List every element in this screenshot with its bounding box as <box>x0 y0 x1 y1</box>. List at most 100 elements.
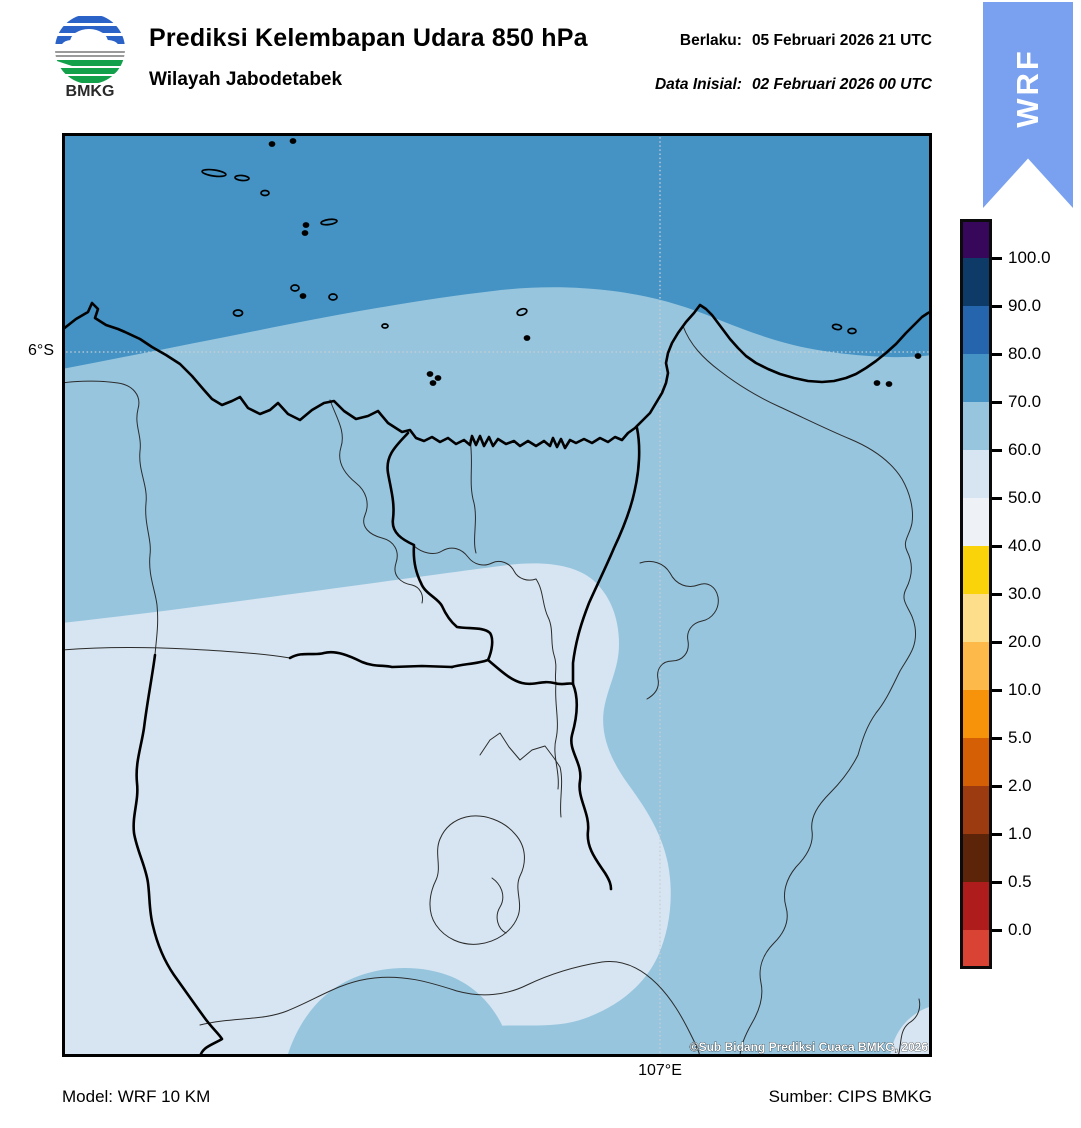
colorbar-segment <box>963 642 989 690</box>
colorbar-segment <box>963 402 989 450</box>
island <box>290 284 300 292</box>
initial-data-label: Data Inisial: <box>654 76 742 93</box>
colorbar-tick-label: 90.0 <box>1008 296 1042 315</box>
district-boundaries <box>61 325 921 1058</box>
bmkg-logo <box>54 13 126 85</box>
colorbar-segment <box>963 258 989 306</box>
colorbar-segment <box>963 354 989 402</box>
colorbar-tick-label: 80.0 <box>1008 344 1042 363</box>
colorbar-segment <box>963 450 989 498</box>
colorbar-tick <box>992 640 1002 644</box>
source-info: Sumber: CIPS BMKG <box>768 1087 932 1106</box>
colorbar-tick-label: 60.0 <box>1008 440 1042 459</box>
colorbar-tick <box>992 304 1002 308</box>
island <box>914 353 922 359</box>
colorbar-segment <box>963 546 989 594</box>
island <box>301 230 309 236</box>
valid-time-value: 05 Februari 2026 21 UTC <box>751 32 932 49</box>
colorbar-tick-label: 100.0 <box>1008 248 1051 267</box>
initial-data-value: 02 Februari 2026 00 UTC <box>751 76 932 93</box>
colorbar-tick-label: 20.0 <box>1008 632 1042 651</box>
island <box>289 138 297 144</box>
colorbar-tick <box>992 544 1002 548</box>
colorbar-tick-label: 0.0 <box>1008 920 1032 939</box>
colorbar-tick <box>992 736 1002 740</box>
island <box>434 375 442 381</box>
island <box>268 141 276 147</box>
island <box>885 381 893 387</box>
colorbar-segment <box>963 786 989 834</box>
island <box>426 371 434 377</box>
wrf-model-ribbon: WRF <box>983 2 1073 208</box>
island <box>873 380 881 386</box>
colorbar-tick <box>992 496 1002 500</box>
colorbar-tick <box>992 352 1002 356</box>
page-title: Prediksi Kelembapan Udara 850 hPa <box>149 24 588 52</box>
island <box>328 293 338 301</box>
valid-time-line: Berlaku: 05 Februari 2026 21 UTC <box>680 32 932 50</box>
longitude-tick-label: 107°E <box>638 1062 682 1079</box>
colorbar-tick <box>992 256 1002 260</box>
colorbar-tick <box>992 592 1002 596</box>
coastline-and-province-boundaries <box>60 301 934 1059</box>
colorbar-tick-label: 5.0 <box>1008 728 1032 747</box>
colorbar-segment <box>963 222 989 258</box>
island <box>429 380 437 386</box>
model-info: Model: WRF 10 KM <box>62 1087 211 1106</box>
colorbar-segment <box>963 738 989 786</box>
colorbar-segment <box>963 306 989 354</box>
island <box>299 293 307 299</box>
island <box>234 174 250 182</box>
colorbar-tick <box>992 784 1002 788</box>
colorbar-segment <box>963 498 989 546</box>
bmkg-logo-label: BMKG <box>65 83 115 100</box>
colorbar-tick <box>992 880 1002 884</box>
colorbar-tick-label: 10.0 <box>1008 680 1042 699</box>
colorbar-tick <box>992 448 1002 452</box>
island <box>381 323 389 329</box>
colorbar-tick <box>992 400 1002 404</box>
island <box>516 307 528 317</box>
colorbar-tick-label: 70.0 <box>1008 392 1042 411</box>
banten-west-java-border <box>132 653 224 1059</box>
tangerang-south-border <box>288 650 454 669</box>
colorbar-tick-label: 0.5 <box>1008 872 1032 891</box>
island <box>232 309 244 317</box>
colorbar-segment <box>963 882 989 930</box>
initial-data-line: Data Inisial: 02 Februari 2026 00 UTC <box>655 76 932 94</box>
jakarta-west-border <box>386 431 494 669</box>
map-frame <box>62 133 932 1057</box>
seribu-islands <box>201 138 922 387</box>
colorbar-tick-label: 2.0 <box>1008 776 1032 795</box>
map-copyright: ©Sub Bidang Prediksi Cuaca BMKG, 2026 <box>690 1040 929 1054</box>
valid-time-label: Berlaku: <box>679 32 742 49</box>
latitude-tick-label: 6°S <box>28 342 54 359</box>
colorbar-segment <box>963 834 989 882</box>
island <box>847 327 857 335</box>
colorbar-tick <box>992 832 1002 836</box>
colorbar-tick-label: 30.0 <box>1008 584 1042 603</box>
humidity-colorbar <box>960 219 992 969</box>
island <box>260 189 270 197</box>
map-panel: ©Sub Bidang Prediksi Cuaca BMKG, 2026 <box>60 133 934 1059</box>
humidity-fill-70-80 <box>62 133 932 369</box>
island <box>523 335 531 341</box>
colorbar-tick-label: 1.0 <box>1008 824 1032 843</box>
colorbar-tick-label: 50.0 <box>1008 488 1042 507</box>
colorbar-tick <box>992 688 1002 692</box>
wrf-ribbon-label: WRF <box>1010 48 1045 128</box>
page-subtitle: Wilayah Jabodetabek <box>149 69 343 90</box>
jakarta-east-border <box>571 426 641 686</box>
colorbar-segment <box>963 690 989 738</box>
colorbar-tick-label: 40.0 <box>1008 536 1042 555</box>
humidity-fill-50-60 <box>62 563 671 1057</box>
bekasi-bogor-border <box>570 682 613 891</box>
humidity-map: ©Sub Bidang Prediksi Cuaca BMKG, 2026 <box>60 133 934 1059</box>
colorbar-segment <box>963 930 989 966</box>
island <box>201 168 227 178</box>
island <box>831 323 843 331</box>
colorbar-segment <box>963 594 989 642</box>
island <box>302 222 310 228</box>
colorbar-tick <box>992 928 1002 932</box>
